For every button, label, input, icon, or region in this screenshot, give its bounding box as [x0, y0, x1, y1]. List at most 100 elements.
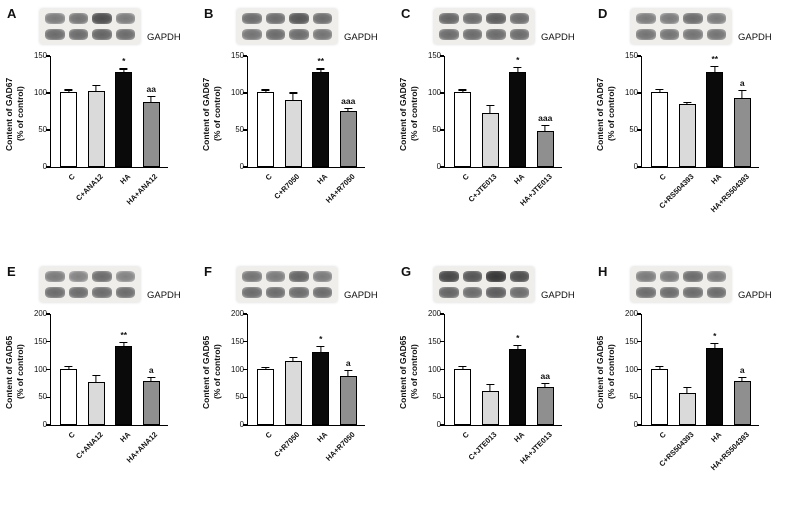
- x-tick-label-text: C+R7050: [272, 430, 302, 459]
- bar-group: [87, 314, 105, 425]
- bar-group: *: [509, 54, 527, 167]
- blot-strip-target: [45, 271, 135, 282]
- error-bar: [541, 125, 550, 132]
- plot-wrap: 0 50 100 150 * aaa C C+JTE013 HA HA+JTE013: [422, 51, 562, 218]
- error-bar: [64, 366, 73, 369]
- western-blot-image: [40, 9, 140, 44]
- bar-chart-row: Content of GAD67 (% of control) 0 50 100 15…: [201, 51, 394, 218]
- blot-band: [265, 29, 285, 40]
- y-tick-label: 0: [239, 162, 244, 171]
- blot-band: [439, 287, 459, 298]
- x-tick-label-text: HA: [709, 172, 724, 187]
- error-bar: [655, 366, 664, 369]
- y-tick-label: 50: [38, 125, 47, 135]
- bar: [87, 90, 105, 167]
- blot-strip-target: [439, 271, 529, 282]
- bar: [536, 386, 554, 425]
- western-blot-row: GAPDH: [237, 267, 394, 302]
- bar: [312, 351, 330, 425]
- y-tick-mark: [243, 166, 247, 168]
- y-tick-label: 100: [427, 364, 441, 374]
- error-bar-cap: [147, 376, 156, 379]
- significance-label: aa: [540, 371, 550, 381]
- bar: [706, 72, 724, 167]
- blot-strip-target: [636, 13, 726, 24]
- error-bar-cap: [710, 66, 719, 68]
- bar: [339, 375, 357, 425]
- bar: [733, 97, 751, 167]
- y-tick-label: 200: [624, 309, 638, 318]
- blot-band: [486, 271, 506, 282]
- y-tick-mark: [440, 129, 444, 131]
- bar: [115, 346, 133, 425]
- blot-band: [312, 271, 332, 282]
- bar-group: aaa: [339, 56, 357, 167]
- x-tick-label-text: C+ANA12: [73, 172, 105, 203]
- y-tick-label: 50: [629, 125, 638, 135]
- bar-chart-row: Content of GAD65 (% of control) 0 50 100 15…: [398, 309, 591, 476]
- error-bar: [261, 366, 270, 369]
- y-tick-mark: [440, 92, 444, 94]
- bar: [284, 360, 302, 425]
- bar: [87, 381, 105, 425]
- gapdh-label: GAPDH: [541, 32, 575, 43]
- blot-band: [265, 13, 285, 24]
- western-blot-image: [237, 9, 337, 44]
- x-tick-label-text: C: [263, 430, 275, 441]
- x-axis-labels: C C+R7050 HA HA+R7050: [247, 168, 365, 218]
- blot-band: [486, 13, 506, 24]
- significance-label: *: [516, 54, 520, 65]
- x-axis-labels: C C+ANA12 HA HA+ANA12: [50, 426, 168, 476]
- blot-band: [312, 13, 332, 24]
- y-tick-mark: [46, 341, 50, 343]
- blot-band: [462, 29, 482, 40]
- blot-band: [242, 271, 262, 282]
- y-tick-label: 0: [42, 162, 47, 171]
- bar-group: [284, 314, 302, 425]
- error-bar-cap: [289, 356, 298, 358]
- blot-band: [115, 287, 135, 298]
- x-tick-label-text: HA: [512, 172, 527, 187]
- bar-group: a: [339, 314, 357, 425]
- bar: [733, 380, 751, 425]
- y-tick-mark: [243, 313, 247, 315]
- y-axis-label-line2: (% of control): [15, 86, 26, 142]
- blot-band: [683, 13, 703, 24]
- y-axis-label-line1: Content of GAD67: [201, 77, 211, 151]
- plot-wrap: 0 50 100 150 ** aaa C C+R7050 HA HA+R7050: [225, 51, 365, 218]
- blot-band: [242, 29, 262, 40]
- y-tick-mark: [46, 313, 50, 315]
- bar: [678, 392, 696, 425]
- error-bar: [119, 341, 128, 347]
- y-tick-label: 150: [33, 336, 47, 346]
- bar-group: **: [706, 54, 724, 167]
- panel-letter: E: [7, 264, 16, 279]
- x-tick-label-text: C: [263, 172, 275, 183]
- blot-band: [68, 29, 88, 40]
- plot-wrap: 0 50 100 150 200 * a C C+R7050 HA HA+R7050: [225, 309, 365, 476]
- error-bar-cap: [119, 68, 128, 70]
- y-tick-mark: [243, 92, 247, 94]
- blot-band: [265, 287, 285, 298]
- error-bar: [316, 346, 325, 352]
- blot-band: [439, 13, 459, 24]
- error-bar: [289, 92, 298, 100]
- blot-band: [242, 287, 262, 298]
- blot-band: [92, 13, 112, 24]
- y-tick-label: 0: [239, 420, 244, 429]
- y-axis-label-line2: (% of control): [409, 86, 420, 142]
- error-bar: [710, 342, 719, 349]
- error-bar-cap: [344, 370, 353, 372]
- y-tick-mark: [440, 55, 444, 57]
- blot-band: [462, 287, 482, 298]
- bar: [142, 102, 160, 167]
- y-axis-label-line2: (% of control): [212, 344, 223, 400]
- error-bar: [119, 68, 128, 73]
- error-bar-cap: [541, 125, 550, 127]
- error-bar-cap: [710, 342, 719, 344]
- y-tick-mark: [243, 424, 247, 426]
- y-tick-mark: [46, 368, 50, 371]
- bar: [678, 104, 696, 167]
- y-tick-label: 100: [230, 88, 244, 98]
- bar-group: [651, 314, 669, 425]
